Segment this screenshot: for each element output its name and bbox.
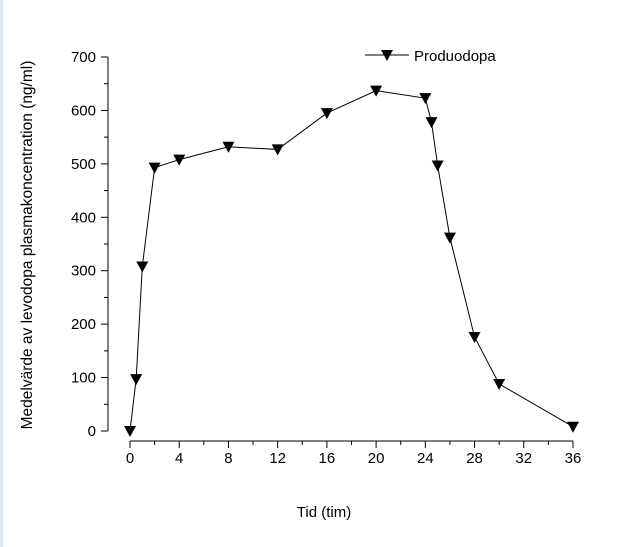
y-tick-label: 200 (71, 316, 96, 333)
data-point (370, 85, 383, 97)
x-tick-label: 4 (175, 450, 183, 467)
y-tick-label: 0 (88, 423, 96, 440)
data-point (425, 117, 438, 129)
y-tick-label: 300 (71, 263, 96, 280)
legend-label: Produodopa (414, 48, 496, 65)
data-point (468, 331, 481, 343)
y-axis-label: Medelvärde av levodopa plasmakoncentrati… (19, 61, 36, 430)
x-tick-label: 28 (466, 450, 483, 467)
legend-marker-triangle-down-icon (381, 50, 393, 61)
data-point (148, 162, 161, 174)
x-tick-label: 32 (515, 450, 532, 467)
y-tick-label: 600 (71, 102, 96, 119)
data-point (136, 261, 149, 273)
x-tick-label: 16 (319, 450, 336, 467)
series-line (129, 90, 574, 432)
data-point (222, 141, 235, 153)
x-tick-label: 20 (368, 450, 385, 467)
data-point (130, 374, 143, 386)
x-tick-label: 24 (417, 450, 434, 467)
data-point (320, 108, 333, 120)
data-point (419, 93, 432, 105)
data-point (124, 426, 136, 437)
window-edge (0, 0, 3, 547)
y-tick-label: 400 (71, 209, 96, 226)
y-tick-label: 700 (71, 49, 96, 66)
x-tick-label: 36 (565, 450, 582, 467)
data-point (173, 154, 186, 166)
x-tick-label: 0 (126, 450, 134, 467)
x-tick-label: 12 (269, 450, 286, 467)
data-point (493, 378, 506, 390)
x-tick-label: 8 (224, 450, 232, 467)
x-axis-label: Tid (tim) (297, 504, 351, 521)
legend: Produodopa (365, 48, 496, 65)
data-point (443, 232, 456, 244)
data-point (431, 160, 444, 172)
data-point (271, 144, 284, 156)
data-point (567, 421, 579, 433)
y-tick-label: 500 (71, 156, 96, 173)
y-tick-label: 100 (71, 370, 96, 387)
